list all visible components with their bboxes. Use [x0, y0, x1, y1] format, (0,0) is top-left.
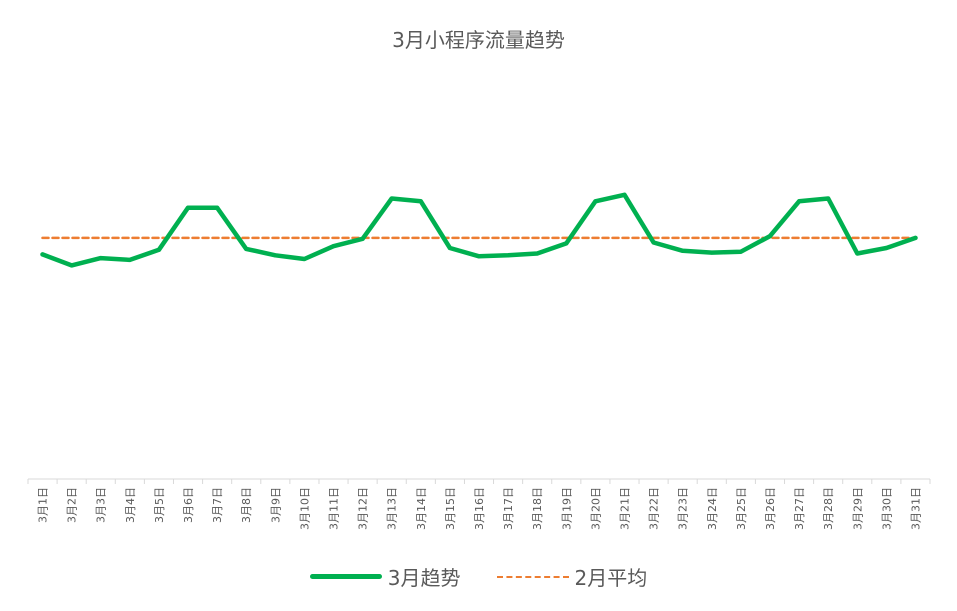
legend-label-feb-average: 2月平均 [574, 566, 648, 590]
x-tick-label: 3月14日 [415, 487, 428, 530]
x-tick-label: 3月19日 [560, 487, 573, 530]
data-point-march-trend [680, 248, 685, 253]
x-tick-label: 3月25日 [735, 487, 748, 530]
x-tick-label: 3月3日 [95, 487, 108, 523]
data-point-march-trend [622, 192, 627, 197]
x-tick-label: 3月1日 [37, 487, 50, 523]
x-tick-label: 3月23日 [677, 487, 690, 530]
data-point-march-trend [244, 246, 249, 251]
data-point-march-trend [418, 199, 423, 204]
data-point-march-trend [360, 236, 365, 241]
data-point-march-trend [477, 254, 481, 259]
x-tick-label: 3月21日 [618, 487, 631, 530]
data-point-march-trend [651, 240, 656, 245]
x-tick-label: 3月7日 [211, 487, 224, 523]
x-tick-label: 3月5日 [153, 487, 166, 523]
data-point-march-trend [156, 247, 161, 252]
data-point-march-trend [797, 199, 802, 204]
x-tick-label: 3月18日 [531, 487, 544, 530]
data-point-march-trend [564, 241, 569, 246]
x-tick-label: 3月28日 [822, 487, 835, 530]
chart-title: 3月小程序流量趋势 [392, 28, 565, 52]
x-tick-label: 3月29日 [851, 487, 864, 530]
data-point-march-trend [127, 257, 132, 262]
x-tick-label: 3月30日 [880, 487, 893, 530]
data-point-march-trend [535, 251, 540, 256]
data-point-march-trend [884, 246, 889, 250]
x-tick-label: 3月13日 [386, 487, 399, 530]
x-tick-label: 3月20日 [589, 487, 602, 530]
x-tick-label: 3月16日 [473, 487, 486, 530]
x-tick-label: 3月24日 [706, 487, 719, 530]
legend-item-feb-average: 2月平均 [496, 562, 648, 591]
data-point-march-trend [40, 252, 45, 257]
data-point-march-trend [767, 234, 772, 239]
x-tick-label: 3月4日 [124, 487, 137, 523]
data-point-march-trend [98, 256, 103, 261]
data-point-march-trend [826, 196, 831, 201]
data-point-march-trend [331, 244, 336, 249]
x-tick-label: 3月31日 [909, 487, 922, 530]
data-point-march-trend [709, 250, 714, 255]
data-point-march-trend [215, 205, 220, 210]
data-point-march-trend [302, 257, 307, 261]
legend-swatch-feb-average [496, 575, 569, 578]
x-tick-label: 3月6日 [182, 487, 195, 523]
x-tick-label: 3月12日 [357, 487, 370, 530]
x-tick-label: 3月27日 [793, 487, 806, 530]
legend-label-march-trend: 3月趋势 [387, 566, 461, 590]
data-point-march-trend [447, 246, 452, 250]
data-point-march-trend [506, 253, 511, 258]
data-point-march-trend [389, 196, 394, 201]
x-tick-label: 3月22日 [648, 487, 661, 530]
data-point-march-trend [273, 253, 278, 258]
data-point-march-trend [69, 263, 74, 268]
x-tick-label: 3月17日 [502, 487, 515, 530]
legend: 3月趋势 2月平均 [0, 562, 957, 591]
data-point-march-trend [738, 249, 743, 254]
x-tick-label: 3月2日 [66, 487, 79, 523]
x-tick-label: 3月10日 [298, 487, 311, 530]
data-point-march-trend [855, 251, 860, 256]
x-tick-label: 3月11日 [328, 487, 341, 530]
data-point-march-trend [913, 235, 918, 240]
x-tick-label: 3月15日 [444, 487, 457, 530]
data-point-march-trend [186, 205, 191, 210]
legend-swatch-march-trend [309, 574, 382, 579]
x-tick-label: 3月8日 [240, 487, 253, 523]
x-tick-label: 3月26日 [764, 487, 777, 530]
x-tick-label: 3月9日 [269, 487, 282, 523]
legend-item-march-trend: 3月趋势 [309, 562, 461, 591]
data-point-march-trend [593, 199, 598, 204]
